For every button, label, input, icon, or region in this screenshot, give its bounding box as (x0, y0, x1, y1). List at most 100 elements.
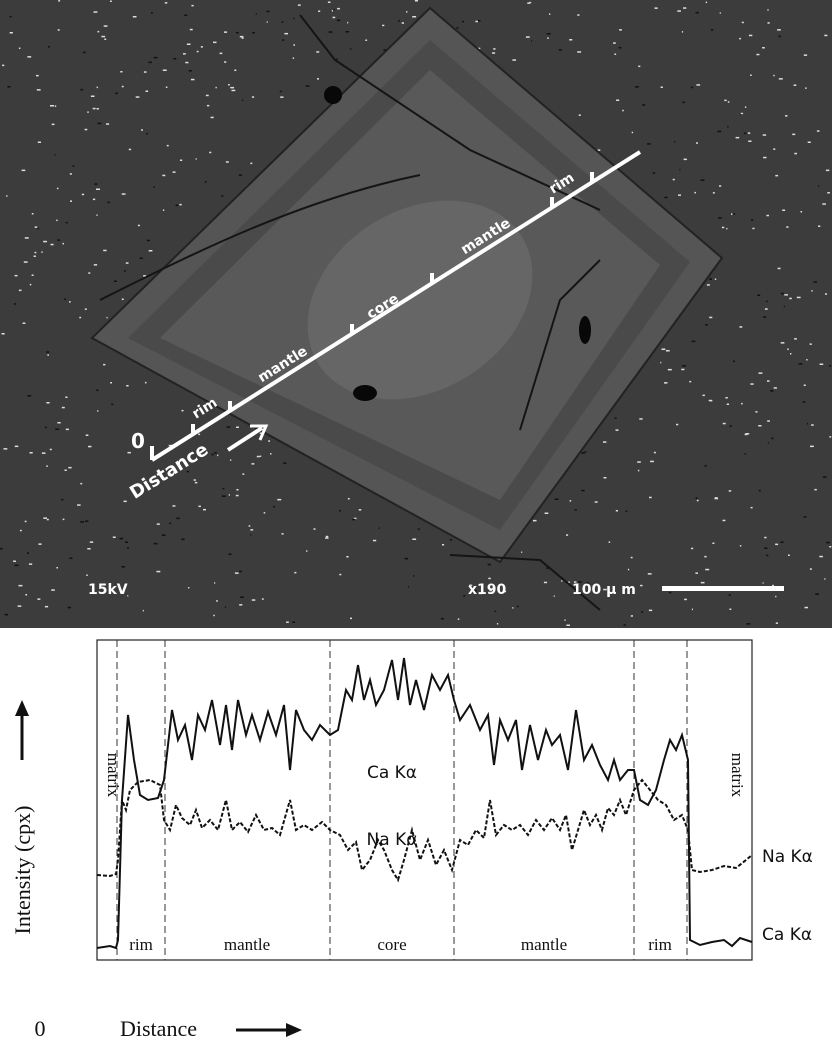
speckle (789, 298, 792, 300)
speckle (823, 476, 827, 478)
speckle (759, 372, 763, 374)
speckle (154, 57, 158, 59)
speckle (462, 21, 464, 23)
speckle (521, 552, 522, 554)
speckle (824, 35, 827, 37)
zone-label: rim (648, 935, 672, 954)
speckle (614, 54, 616, 56)
speckle (73, 165, 75, 167)
speckle (664, 382, 668, 384)
speckle (239, 174, 242, 176)
speckle (442, 544, 444, 546)
speckle (350, 618, 352, 620)
speckle (50, 449, 52, 451)
speckle (689, 381, 691, 383)
speckle (748, 141, 751, 143)
region-label: matrix (728, 753, 747, 798)
speckle (666, 350, 670, 352)
speckle (756, 54, 759, 56)
speckle (262, 598, 264, 600)
speckle (162, 534, 166, 536)
speckle (640, 585, 642, 587)
speckle (122, 193, 126, 195)
y-axis-label: Intensity (cpx) (10, 806, 35, 935)
speckle (350, 48, 351, 50)
speckle (365, 40, 367, 42)
speckle (533, 520, 537, 522)
voltage: 15kV (88, 582, 128, 598)
speckle (57, 422, 60, 424)
speckle (818, 185, 819, 187)
speckle (713, 192, 715, 194)
speckle (398, 20, 400, 22)
speckle (107, 202, 109, 204)
speckle (678, 194, 681, 196)
speckle (512, 59, 516, 61)
speckle (763, 582, 764, 584)
speckle (765, 308, 768, 310)
speckle (679, 169, 680, 171)
speckle (35, 252, 37, 254)
legend-na: Na Kα (762, 847, 813, 867)
speckle (694, 192, 696, 194)
speckle (766, 215, 769, 217)
speckle (744, 133, 747, 135)
speckle (282, 533, 284, 535)
speckle (5, 614, 9, 616)
speckle (180, 160, 182, 162)
speckle (63, 243, 65, 245)
speckle (749, 35, 752, 37)
speckle (229, 494, 230, 496)
speckle (284, 33, 288, 35)
speckle (27, 56, 31, 58)
speckle (260, 456, 261, 458)
speckle (173, 505, 176, 507)
speckle (412, 16, 416, 18)
speckle (326, 536, 329, 538)
speckle (624, 624, 626, 626)
speckle (696, 12, 700, 14)
speckle (80, 89, 83, 91)
speckle (97, 410, 98, 412)
speckle (37, 598, 40, 600)
speckle (664, 197, 667, 199)
speckle (696, 497, 698, 499)
speckle (191, 5, 193, 7)
speckle (804, 385, 806, 387)
speckle (707, 284, 710, 286)
speckle (577, 14, 579, 16)
speckle (683, 7, 686, 9)
speckle (604, 477, 607, 479)
speckle (61, 499, 63, 501)
speckle (183, 53, 186, 55)
speckle (794, 153, 797, 155)
speckle (136, 96, 140, 98)
speckle (122, 86, 124, 88)
speckle (631, 615, 633, 617)
speckle (190, 29, 193, 31)
speckle (240, 596, 244, 598)
speckle (729, 490, 732, 492)
speckle (767, 420, 770, 422)
speckle (781, 293, 784, 295)
speckle (684, 599, 687, 601)
speckle (101, 36, 105, 38)
speckle (187, 44, 191, 46)
speckle (214, 452, 217, 454)
speckle (25, 521, 27, 523)
speckle (58, 0, 60, 2)
x-origin: 0 (35, 1016, 46, 1041)
speckle (778, 268, 781, 270)
speckle (626, 511, 628, 513)
speckle (544, 582, 547, 584)
speckle (819, 556, 823, 558)
speckle (704, 556, 706, 558)
speckle (346, 556, 348, 558)
speckle (235, 572, 239, 574)
speckle (763, 134, 766, 136)
speckle (196, 158, 197, 160)
speckle (189, 70, 192, 72)
speckle (650, 461, 654, 463)
speckle (52, 124, 55, 126)
speckle (347, 22, 348, 24)
